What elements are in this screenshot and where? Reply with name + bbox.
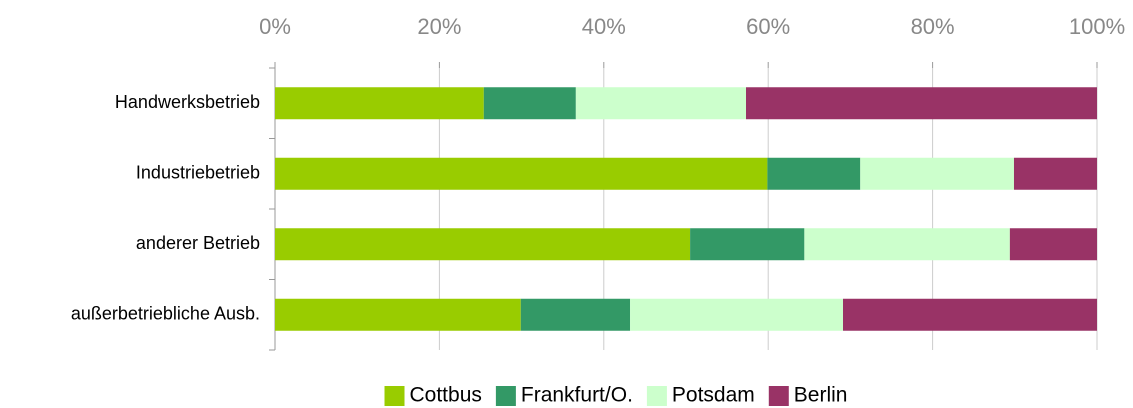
bar bbox=[275, 228, 691, 261]
legend-label: Berlin bbox=[794, 384, 848, 407]
x-tick-label: 40% bbox=[582, 14, 626, 39]
bar bbox=[767, 157, 861, 190]
bar bbox=[483, 87, 576, 120]
bar bbox=[860, 157, 1014, 190]
legend-label: Cottbus bbox=[410, 384, 482, 407]
bar bbox=[275, 298, 521, 331]
x-tick-label: 60% bbox=[746, 14, 790, 39]
x-tick-label: 80% bbox=[911, 14, 955, 39]
legend-swatch bbox=[768, 386, 789, 406]
bar bbox=[1009, 228, 1097, 261]
bar bbox=[843, 298, 1097, 331]
bar bbox=[746, 87, 1097, 120]
legend-label: Potsdam bbox=[672, 384, 755, 407]
bar bbox=[520, 298, 631, 331]
bar bbox=[275, 157, 768, 190]
bar bbox=[690, 228, 805, 261]
legend-swatch bbox=[384, 386, 405, 406]
legend-swatch bbox=[646, 386, 667, 406]
legend-swatch bbox=[495, 386, 516, 406]
bar bbox=[1013, 157, 1097, 190]
y-tick-label: Handwerksbetrieb bbox=[115, 92, 260, 112]
bar bbox=[630, 298, 844, 331]
legend-label: Frankfurt/O. bbox=[521, 384, 633, 407]
bar bbox=[275, 87, 484, 120]
y-tick-label: außerbetriebliche Ausb. bbox=[71, 304, 260, 324]
y-tick-label: Industriebetrieb bbox=[136, 163, 260, 183]
x-tick-label: 100% bbox=[1069, 14, 1125, 39]
bar bbox=[575, 87, 747, 120]
x-tick-label: 20% bbox=[417, 14, 461, 39]
bar bbox=[804, 228, 1010, 261]
y-tick-label: anderer Betrieb bbox=[136, 233, 260, 253]
x-tick-label: 0% bbox=[259, 14, 291, 39]
